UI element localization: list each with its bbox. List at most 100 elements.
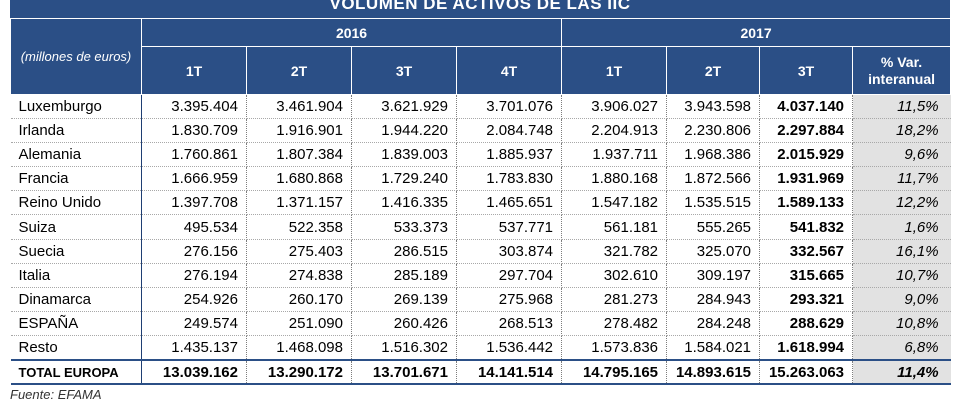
- value-cell: 1.839.003: [351, 142, 457, 168]
- table-row: Francia 1.666.959 1.680.868 1.729.240 1.783.…: [10, 166, 951, 192]
- value-cell: 1.968.386: [666, 142, 761, 168]
- value-cell: 1.880.168: [561, 166, 668, 192]
- value-cell: 260.170: [246, 287, 352, 312]
- variation-cell: 10,7%: [852, 263, 951, 288]
- year-header-2017: 2017: [561, 18, 952, 47]
- value-cell: 13.039.162: [141, 359, 247, 386]
- value-cell: 293.321: [759, 287, 854, 312]
- country-cell: Luxemburgo: [10, 94, 142, 120]
- value-cell: 274.838: [246, 263, 352, 288]
- assets-table: (millones de euros) 2016 2017 1T 2T 3T 4…: [10, 18, 952, 386]
- value-cell: 1.885.937: [456, 142, 563, 168]
- value-cell: 1.729.240: [351, 166, 457, 192]
- variation-cell: 11,7%: [852, 166, 951, 192]
- country-cell: Irlanda: [10, 118, 142, 144]
- value-cell: 541.832: [759, 214, 854, 240]
- country-cell: Resto: [10, 335, 142, 361]
- value-cell: 1.618.994: [759, 335, 854, 361]
- value-cell: 276.194: [141, 263, 247, 288]
- table-row: Resto 1.435.137 1.468.098 1.516.302 1.536.44…: [10, 335, 951, 361]
- value-cell: 288.629: [759, 311, 854, 336]
- variation-cell: 16,1%: [852, 239, 951, 264]
- value-cell: 251.090: [246, 311, 352, 336]
- value-cell: 268.513: [456, 311, 563, 336]
- value-cell: 561.181: [561, 214, 668, 240]
- variation-cell: 10,8%: [852, 311, 951, 336]
- quarter-header: 2T: [666, 46, 761, 95]
- quarter-header: 1T: [561, 46, 668, 95]
- value-cell: 15.263.063: [759, 359, 854, 386]
- value-cell: 276.156: [141, 239, 247, 264]
- value-cell: 3.701.076: [456, 94, 563, 120]
- value-cell: 325.070: [666, 239, 761, 264]
- value-cell: 2.204.913: [561, 118, 668, 144]
- value-cell: 537.771: [456, 214, 563, 240]
- quarter-header: 3T: [759, 46, 854, 95]
- table-row: Suecia 276.156 275.403 286.515 303.874 321.78…: [10, 239, 951, 264]
- value-cell: 1.916.901: [246, 118, 352, 144]
- value-cell: 284.943: [666, 287, 761, 312]
- value-cell: 13.701.671: [351, 359, 457, 386]
- table-row: Alemania 1.760.861 1.807.384 1.839.003 1.885…: [10, 142, 951, 168]
- quarter-header: 1T: [141, 46, 247, 95]
- value-cell: 555.265: [666, 214, 761, 240]
- table-title: VOLUMEN DE ACTIVOS DE LAS IIC: [10, 0, 950, 18]
- value-cell: 286.515: [351, 239, 457, 264]
- value-cell: 14.893.615: [666, 359, 761, 386]
- variation-cell: 12,2%: [852, 190, 951, 216]
- value-cell: 275.968: [456, 287, 563, 312]
- value-cell: 1.465.651: [456, 190, 563, 216]
- value-cell: 1.435.137: [141, 335, 247, 361]
- value-cell: 2.230.806: [666, 118, 761, 144]
- value-cell: 1.536.442: [456, 335, 563, 361]
- value-cell: 1.547.182: [561, 190, 668, 216]
- country-cell: Dinamarca: [10, 287, 142, 312]
- value-cell: 1.944.220: [351, 118, 457, 144]
- quarter-header: 2T: [246, 46, 352, 95]
- value-cell: 1.807.384: [246, 142, 352, 168]
- value-cell: 1.589.133: [759, 190, 854, 216]
- value-cell: 14.795.165: [561, 359, 668, 386]
- year-header-2016: 2016: [140, 18, 563, 47]
- table-row: Suiza 495.534 522.358 533.373 537.771 561.181…: [10, 214, 951, 240]
- variation-cell: 18,2%: [852, 118, 951, 144]
- value-cell: 309.197: [666, 263, 761, 288]
- country-cell: Francia: [10, 166, 142, 192]
- value-cell: 297.704: [456, 263, 563, 288]
- value-cell: 2.084.748: [456, 118, 563, 144]
- variation-cell: 1,6%: [852, 214, 951, 240]
- variation-cell: 9,0%: [852, 287, 951, 312]
- value-cell: 285.189: [351, 263, 457, 288]
- value-cell: 3.621.929: [351, 94, 457, 120]
- value-cell: 278.482: [561, 311, 668, 336]
- value-cell: 2.297.884: [759, 118, 854, 144]
- country-cell: Italia: [10, 263, 142, 288]
- quarter-header: 4T: [455, 46, 563, 95]
- table-row: Dinamarca 254.926 260.170 269.139 275.968 281…: [10, 287, 951, 312]
- value-cell: 1.937.711: [561, 142, 668, 168]
- value-cell: 1.397.708: [141, 190, 247, 216]
- value-cell: 1.584.021: [666, 335, 761, 361]
- table-row: ESPAÑA 249.574 251.090 260.426 268.513 278.48…: [10, 311, 951, 336]
- value-cell: 3.395.404: [141, 94, 247, 120]
- value-cell: 13.290.172: [246, 359, 352, 386]
- table-row: Reino Unido 1.397.708 1.371.157 1.416.335 1.…: [10, 190, 951, 216]
- value-cell: 303.874: [456, 239, 563, 264]
- value-cell: 533.373: [351, 214, 457, 240]
- country-cell: Alemania: [10, 142, 142, 168]
- value-cell: 260.426: [351, 311, 457, 336]
- value-cell: 284.248: [666, 311, 761, 336]
- variation-cell: 6,8%: [852, 335, 951, 361]
- table-row: Luxemburgo 3.395.404 3.461.904 3.621.929 3.7…: [10, 94, 951, 120]
- value-cell: 281.273: [561, 287, 668, 312]
- value-cell: 1.573.836: [561, 335, 668, 361]
- table-body: Luxemburgo 3.395.404 3.461.904 3.621.929 3.7…: [10, 94, 951, 386]
- value-cell: 495.534: [141, 214, 247, 240]
- value-cell: 1.783.830: [456, 166, 563, 192]
- value-cell: 1.371.157: [246, 190, 352, 216]
- value-cell: 332.567: [759, 239, 854, 264]
- variation-cell: 9,6%: [852, 142, 951, 168]
- value-cell: 14.141.514: [456, 359, 563, 386]
- value-cell: 315.665: [759, 263, 854, 288]
- value-cell: 1.535.515: [666, 190, 761, 216]
